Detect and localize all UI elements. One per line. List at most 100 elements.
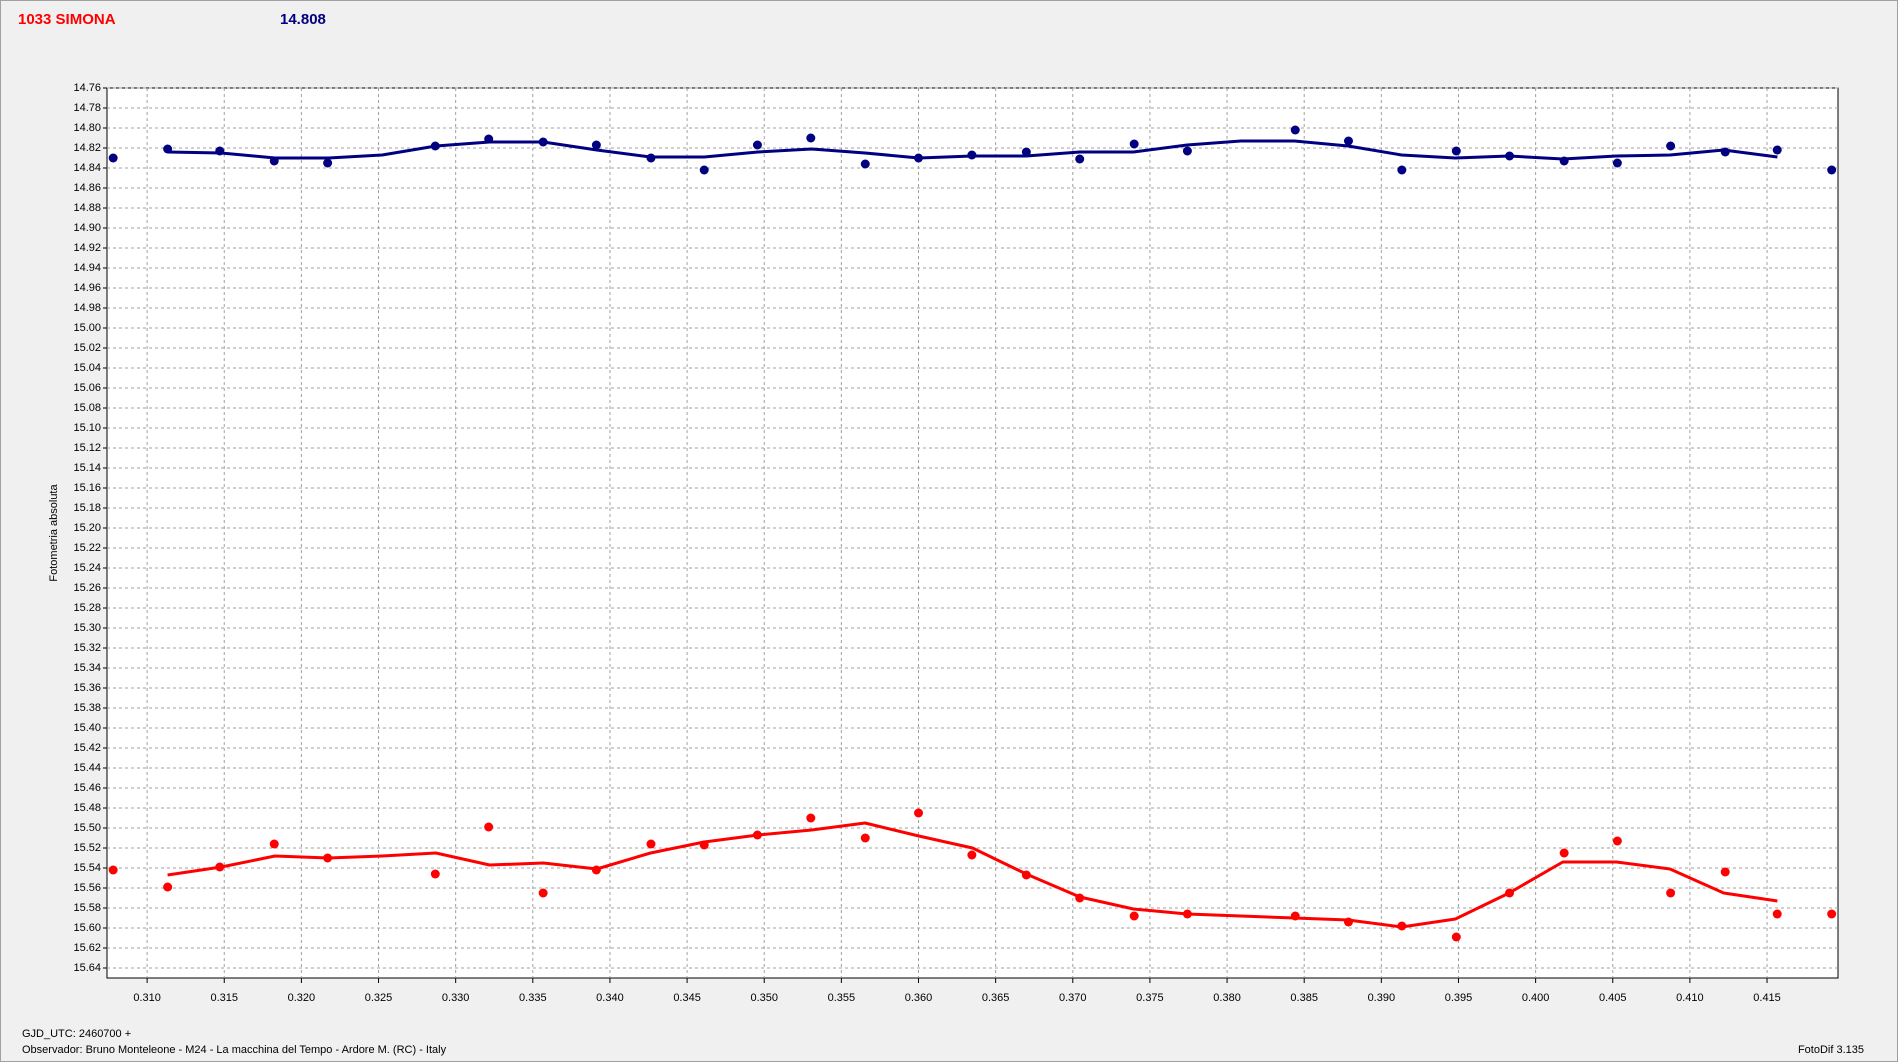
y-tick-label: 14.90 [73, 222, 101, 234]
x-tick-label: 0.350 [750, 992, 778, 1004]
x-tick-label: 0.325 [365, 992, 393, 1004]
y-tick-label: 15.58 [73, 902, 101, 914]
chart-title: 1033 SIMONA [18, 11, 116, 28]
x-tick-label: 0.365 [982, 992, 1010, 1004]
data-point [1666, 141, 1676, 151]
data-point [1021, 147, 1031, 157]
x-tick-label: 0.385 [1290, 992, 1318, 1004]
x-tick-label: 0.320 [288, 992, 316, 1004]
data-point [1182, 146, 1192, 156]
data-point [806, 133, 816, 143]
data-point [1559, 848, 1569, 858]
y-tick-label: 15.18 [73, 502, 101, 514]
data-point [1075, 154, 1085, 164]
y-tick-label: 14.76 [73, 82, 101, 94]
data-point [699, 165, 709, 175]
chart-subtitle: 14.808 [280, 11, 326, 28]
data-point [752, 140, 762, 150]
y-tick-label: 14.86 [73, 182, 101, 194]
y-tick-label: 15.54 [73, 862, 101, 874]
x-tick-label: 0.330 [442, 992, 470, 1004]
x-tick-label: 0.400 [1522, 992, 1550, 1004]
y-tick-label: 15.08 [73, 402, 101, 414]
y-tick-label: 15.44 [73, 762, 101, 774]
data-point [1827, 909, 1837, 919]
y-tick-label: 15.14 [73, 462, 101, 474]
x-tick-label: 0.315 [210, 992, 238, 1004]
y-tick-label: 15.38 [73, 702, 101, 714]
y-tick-label: 15.28 [73, 602, 101, 614]
x-tick-label: 0.380 [1213, 992, 1241, 1004]
data-point [108, 153, 118, 163]
data-point [1772, 145, 1782, 155]
data-point [806, 813, 816, 823]
footer: Observador: Bruno Monteleone - M24 - La … [22, 1044, 447, 1056]
y-tick-label: 14.96 [73, 282, 101, 294]
data-point [108, 865, 118, 875]
y-tick-label: 15.22 [73, 542, 101, 554]
y-tick-label: 14.94 [73, 262, 101, 274]
x-tick-label: 0.340 [596, 992, 624, 1004]
x-tick-label: 0.405 [1599, 992, 1627, 1004]
x-note: GJD_UTC: 2460700 + [22, 1028, 131, 1040]
data-point [1343, 136, 1353, 146]
data-point [1129, 139, 1139, 149]
y-tick-label: 14.92 [73, 242, 101, 254]
y-tick-label: 15.40 [73, 722, 101, 734]
y-tick-label: 14.78 [73, 102, 101, 114]
data-point [163, 882, 173, 892]
data-point [269, 839, 279, 849]
data-point [1612, 158, 1622, 168]
y-tick-label: 15.52 [73, 842, 101, 854]
x-tick-label: 0.345 [673, 992, 701, 1004]
data-point [860, 833, 870, 843]
fit-line [167, 821, 1778, 929]
data-point [646, 839, 656, 849]
y-axis-label: Fotometria absoluta [48, 484, 60, 582]
x-tick-label: 0.335 [519, 992, 547, 1004]
y-tick-label: 14.82 [73, 142, 101, 154]
x-tick-label: 0.360 [905, 992, 933, 1004]
software: FotoDif 3.135 [1798, 1044, 1864, 1056]
y-tick-label: 15.64 [73, 962, 101, 974]
y-tick-label: 15.32 [73, 642, 101, 654]
data-point [1666, 888, 1676, 898]
data-point [967, 850, 977, 860]
data-point [1827, 165, 1837, 175]
y-tick-label: 15.48 [73, 802, 101, 814]
x-tick-label: 0.375 [1136, 992, 1164, 1004]
y-tick-label: 15.00 [73, 322, 101, 334]
fit-line [167, 139, 1778, 161]
data-point [538, 888, 548, 898]
y-tick-label: 15.16 [73, 482, 101, 494]
data-point [484, 822, 494, 832]
x-tick-label: 0.410 [1676, 992, 1704, 1004]
data-point [914, 808, 924, 818]
y-tick-label: 14.88 [73, 202, 101, 214]
y-tick-label: 15.24 [73, 562, 101, 574]
y-tick-label: 15.62 [73, 942, 101, 954]
data-point [591, 140, 601, 150]
y-tick-label: 14.98 [73, 302, 101, 314]
data-point [860, 159, 870, 169]
data-point [1451, 932, 1461, 942]
y-tick-label: 14.84 [73, 162, 101, 174]
y-tick-label: 15.12 [73, 442, 101, 454]
x-tick-label: 0.355 [828, 992, 856, 1004]
y-tick-label: 15.42 [73, 742, 101, 754]
data-point [430, 869, 440, 879]
y-tick-label: 15.26 [73, 582, 101, 594]
x-tick-label: 0.415 [1753, 992, 1781, 1004]
data-point [1720, 867, 1730, 877]
data-point [323, 158, 333, 168]
y-tick-label: 15.34 [73, 662, 101, 674]
data-point [1290, 125, 1300, 135]
x-tick-label: 0.395 [1445, 992, 1473, 1004]
y-tick-label: 15.30 [73, 622, 101, 634]
y-tick-label: 15.10 [73, 422, 101, 434]
y-tick-label: 15.56 [73, 882, 101, 894]
data-point [1772, 909, 1782, 919]
plot-area [106, 87, 1839, 979]
y-tick-label: 15.60 [73, 922, 101, 934]
